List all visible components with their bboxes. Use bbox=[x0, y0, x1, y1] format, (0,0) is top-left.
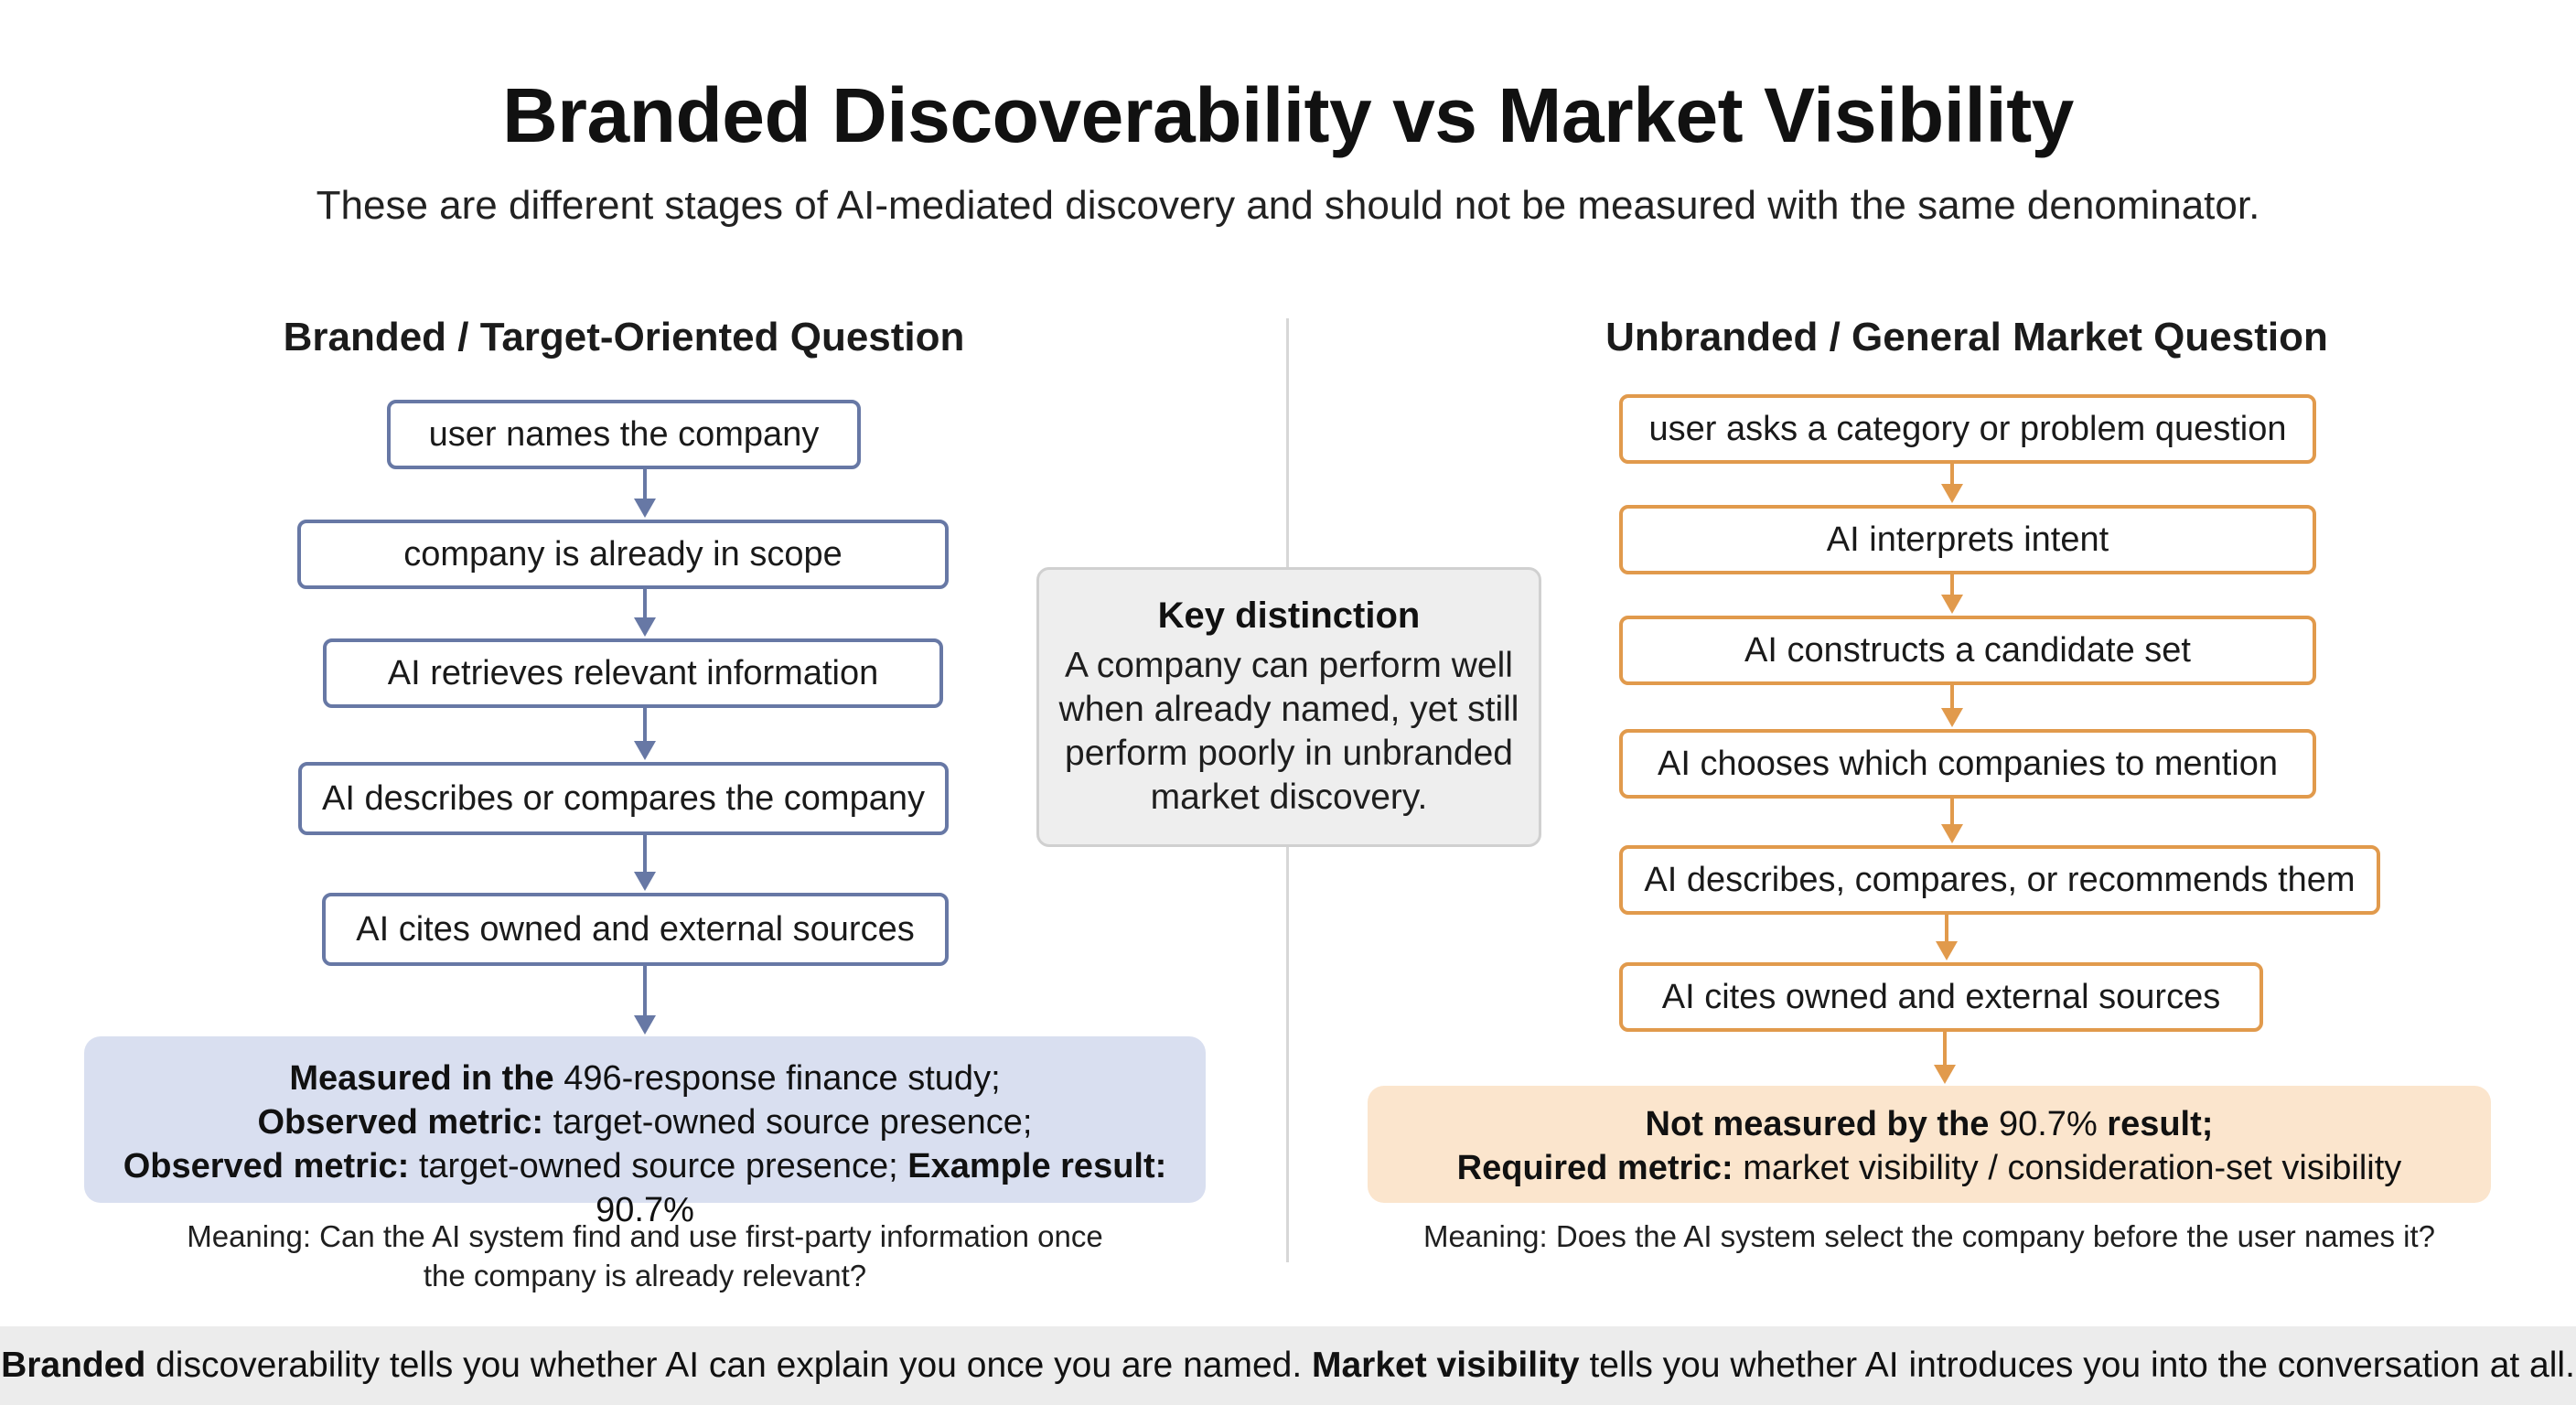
right-result-value-1: 90.7% bbox=[1989, 1105, 2098, 1143]
footer-bold-market: Market visibility bbox=[1312, 1346, 1580, 1385]
footer-text: Branded discoverability tells you whethe… bbox=[1, 1346, 2575, 1386]
left-result-value-2: target-owned source presence; bbox=[543, 1103, 1033, 1142]
right-result-label-1: Not measured by the bbox=[1645, 1105, 1990, 1143]
left-arrowhead-2 bbox=[634, 617, 656, 637]
left-arrowhead-3 bbox=[634, 741, 656, 760]
left-arrowhead-5 bbox=[634, 1015, 656, 1035]
left-result-label-3: Observed metric: bbox=[123, 1147, 410, 1185]
left-result-value-1: 496-response finance study; bbox=[553, 1059, 1001, 1098]
right-result-box: Not measured by the 90.7% result; Requir… bbox=[1368, 1086, 2491, 1203]
right-result-value-2: market visibility / consideration-set vi… bbox=[1733, 1149, 2402, 1187]
left-result-line-1: Measured in the 496-response finance stu… bbox=[84, 1056, 1206, 1100]
left-step-5: AI cites owned and external sources bbox=[322, 893, 949, 966]
right-result-line-1: Not measured by the 90.7% result; bbox=[1368, 1102, 2491, 1146]
right-arrowhead-5 bbox=[1936, 941, 1958, 960]
right-result-label-3: Required metric: bbox=[1456, 1149, 1733, 1187]
left-arrowhead-1 bbox=[634, 499, 656, 518]
left-arrowhead-4 bbox=[634, 872, 656, 891]
left-result-line-2: Observed metric: target-owned source pre… bbox=[84, 1100, 1206, 1144]
right-step-4: AI chooses which companies to mention bbox=[1619, 729, 2316, 799]
left-result-value-3: target-owned source presence; bbox=[409, 1147, 908, 1185]
right-step-1: user asks a category or problem question bbox=[1619, 394, 2316, 464]
left-step-3: AI retrieves relevant information bbox=[323, 638, 943, 708]
left-result-line-3: Observed metric: target-owned source pre… bbox=[84, 1144, 1206, 1232]
left-result-box: Measured in the 496-response finance stu… bbox=[84, 1036, 1206, 1229]
left-step-2: company is already in scope bbox=[297, 520, 949, 589]
key-distinction-text: A company can perform well when already … bbox=[1058, 646, 1519, 817]
right-column-heading: Unbranded / General Market Question bbox=[1605, 315, 2328, 359]
right-arrowhead-1 bbox=[1941, 484, 1963, 503]
right-step-5: AI describes, compares, or recommends th… bbox=[1619, 845, 2380, 915]
key-distinction-title: Key distinction bbox=[1157, 595, 1421, 636]
right-arrowhead-3 bbox=[1941, 708, 1963, 727]
right-step-2: AI interprets intent bbox=[1619, 505, 2316, 574]
left-flow-arrows bbox=[634, 469, 656, 1035]
footer-bold-branded: Branded bbox=[1, 1346, 146, 1385]
right-step-3: AI constructs a candidate set bbox=[1619, 616, 2316, 685]
right-arrowhead-2 bbox=[1941, 595, 1963, 614]
right-arrowhead-6 bbox=[1934, 1065, 1956, 1084]
right-result-line-2: Required metric: market visibility / con… bbox=[1368, 1146, 2491, 1190]
left-column-heading: Branded / Target-Oriented Question bbox=[283, 315, 965, 359]
right-result-label-2: result; bbox=[2097, 1105, 2214, 1143]
left-step-4: AI describes or compares the company bbox=[298, 762, 949, 835]
footer-text-1: discoverability tells you whether AI can… bbox=[145, 1346, 1312, 1385]
left-meaning-text: Meaning: Can the AI system find and use … bbox=[187, 1219, 1103, 1292]
left-result-label-1: Measured in the bbox=[289, 1059, 554, 1098]
left-step-1: user names the company bbox=[387, 400, 861, 469]
right-arrowhead-4 bbox=[1941, 824, 1963, 843]
right-step-6: AI cites owned and external sources bbox=[1619, 962, 2263, 1032]
right-flow-arrows bbox=[1934, 464, 1963, 1084]
key-distinction-box: Key distinction A company can perform we… bbox=[1036, 567, 1541, 847]
page-title: Branded Discoverability vs Market Visibi… bbox=[502, 72, 2074, 158]
left-result-label-2: Observed metric: bbox=[257, 1103, 544, 1142]
right-meaning-text: Meaning: Does the AI system select the c… bbox=[1422, 1219, 2436, 1253]
footer-text-2: tells you whether AI introduces you into… bbox=[1579, 1346, 2575, 1385]
left-result-label-4: Example result: bbox=[907, 1147, 1167, 1185]
page-subtitle: These are different stages of AI-mediate… bbox=[316, 183, 2260, 228]
footer-banner: Branded discoverability tells you whethe… bbox=[0, 1326, 2576, 1405]
left-result-value-4: 90.7% bbox=[596, 1191, 694, 1229]
